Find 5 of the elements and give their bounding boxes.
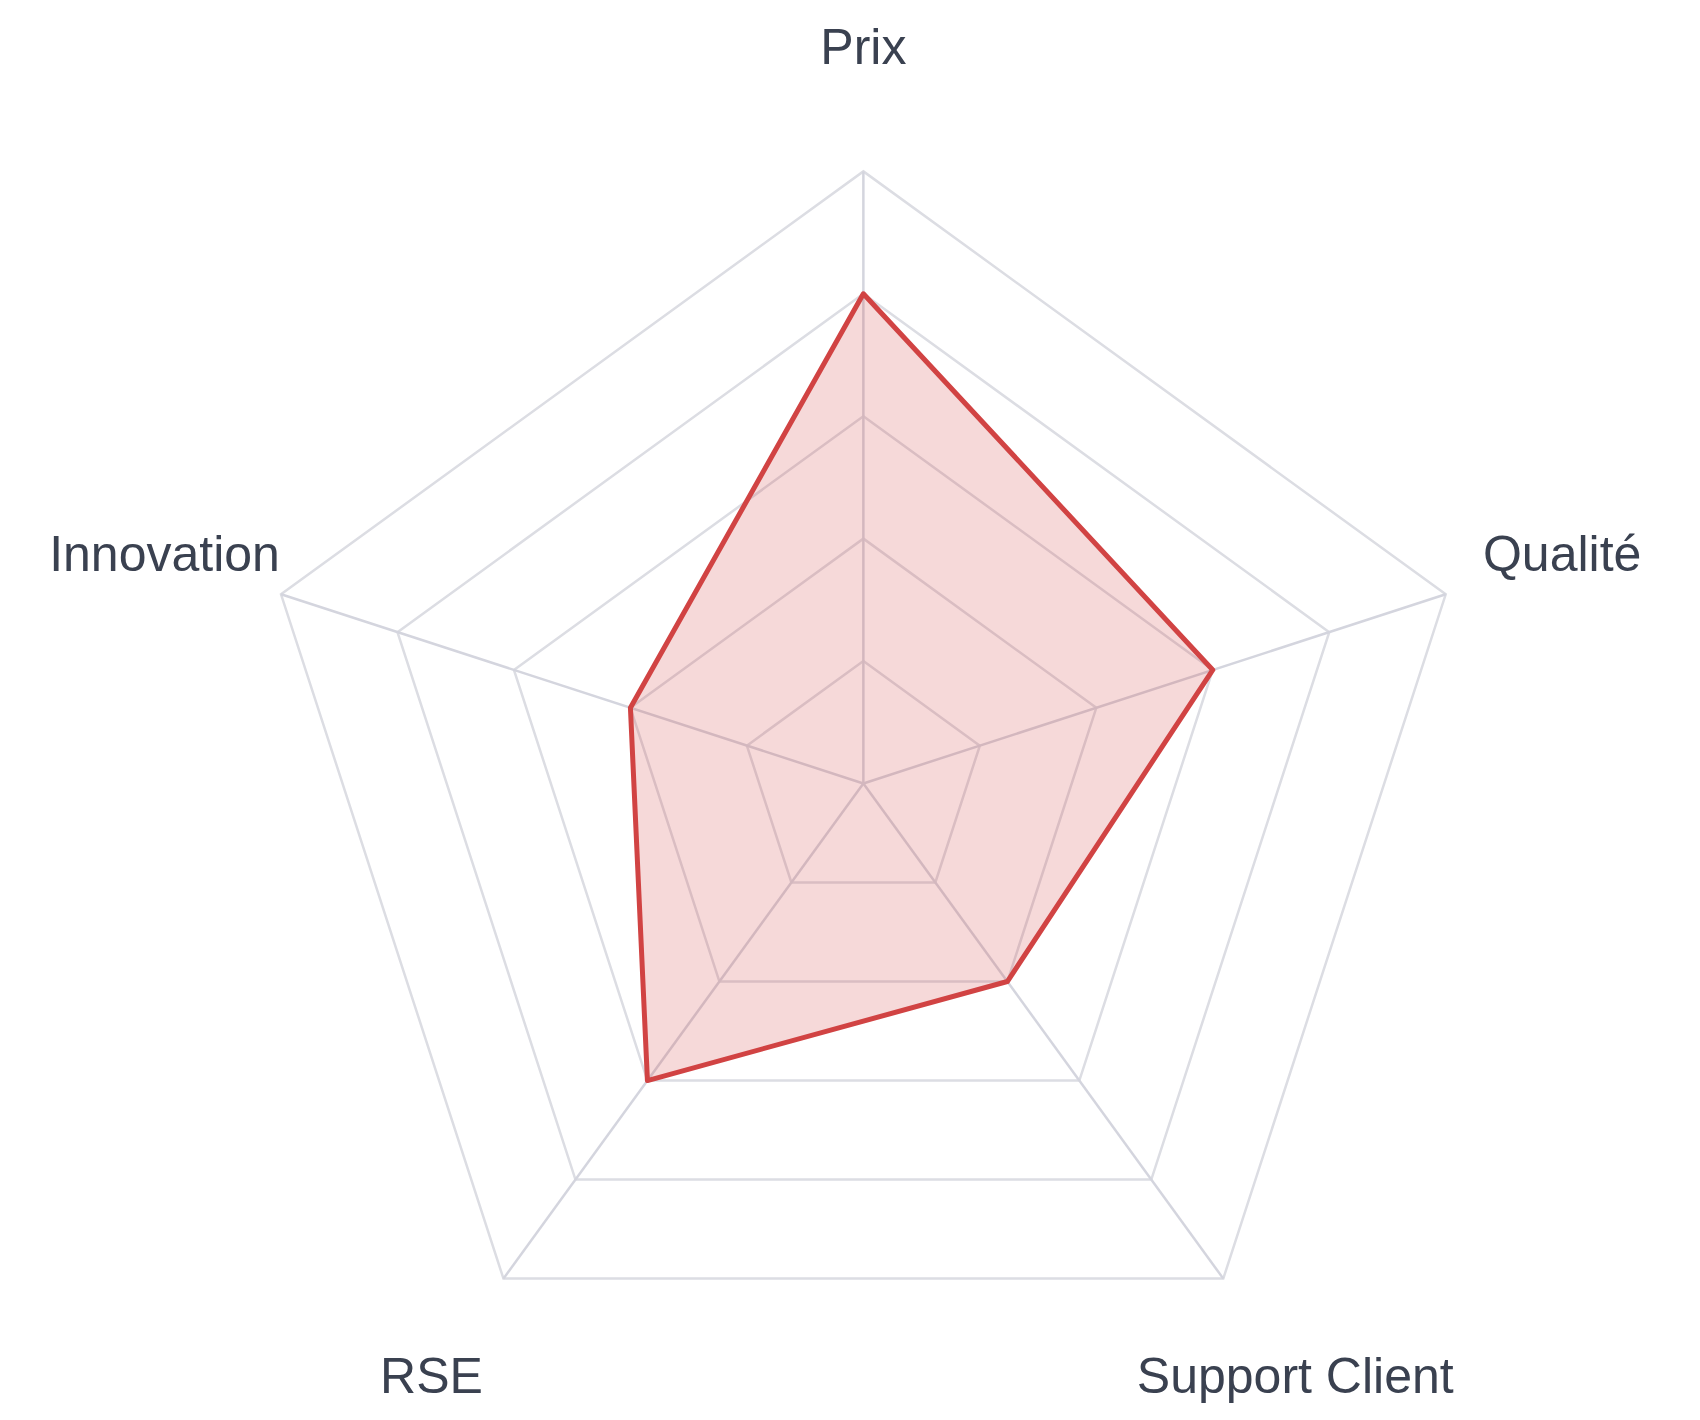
spoke-label: Prix [820, 18, 907, 75]
spoke-label: Qualité [1482, 526, 1642, 583]
spoke-label: Innovation [49, 526, 280, 583]
spoke-label: Support Client [1136, 1347, 1454, 1404]
spoke-label: RSE [380, 1347, 483, 1404]
